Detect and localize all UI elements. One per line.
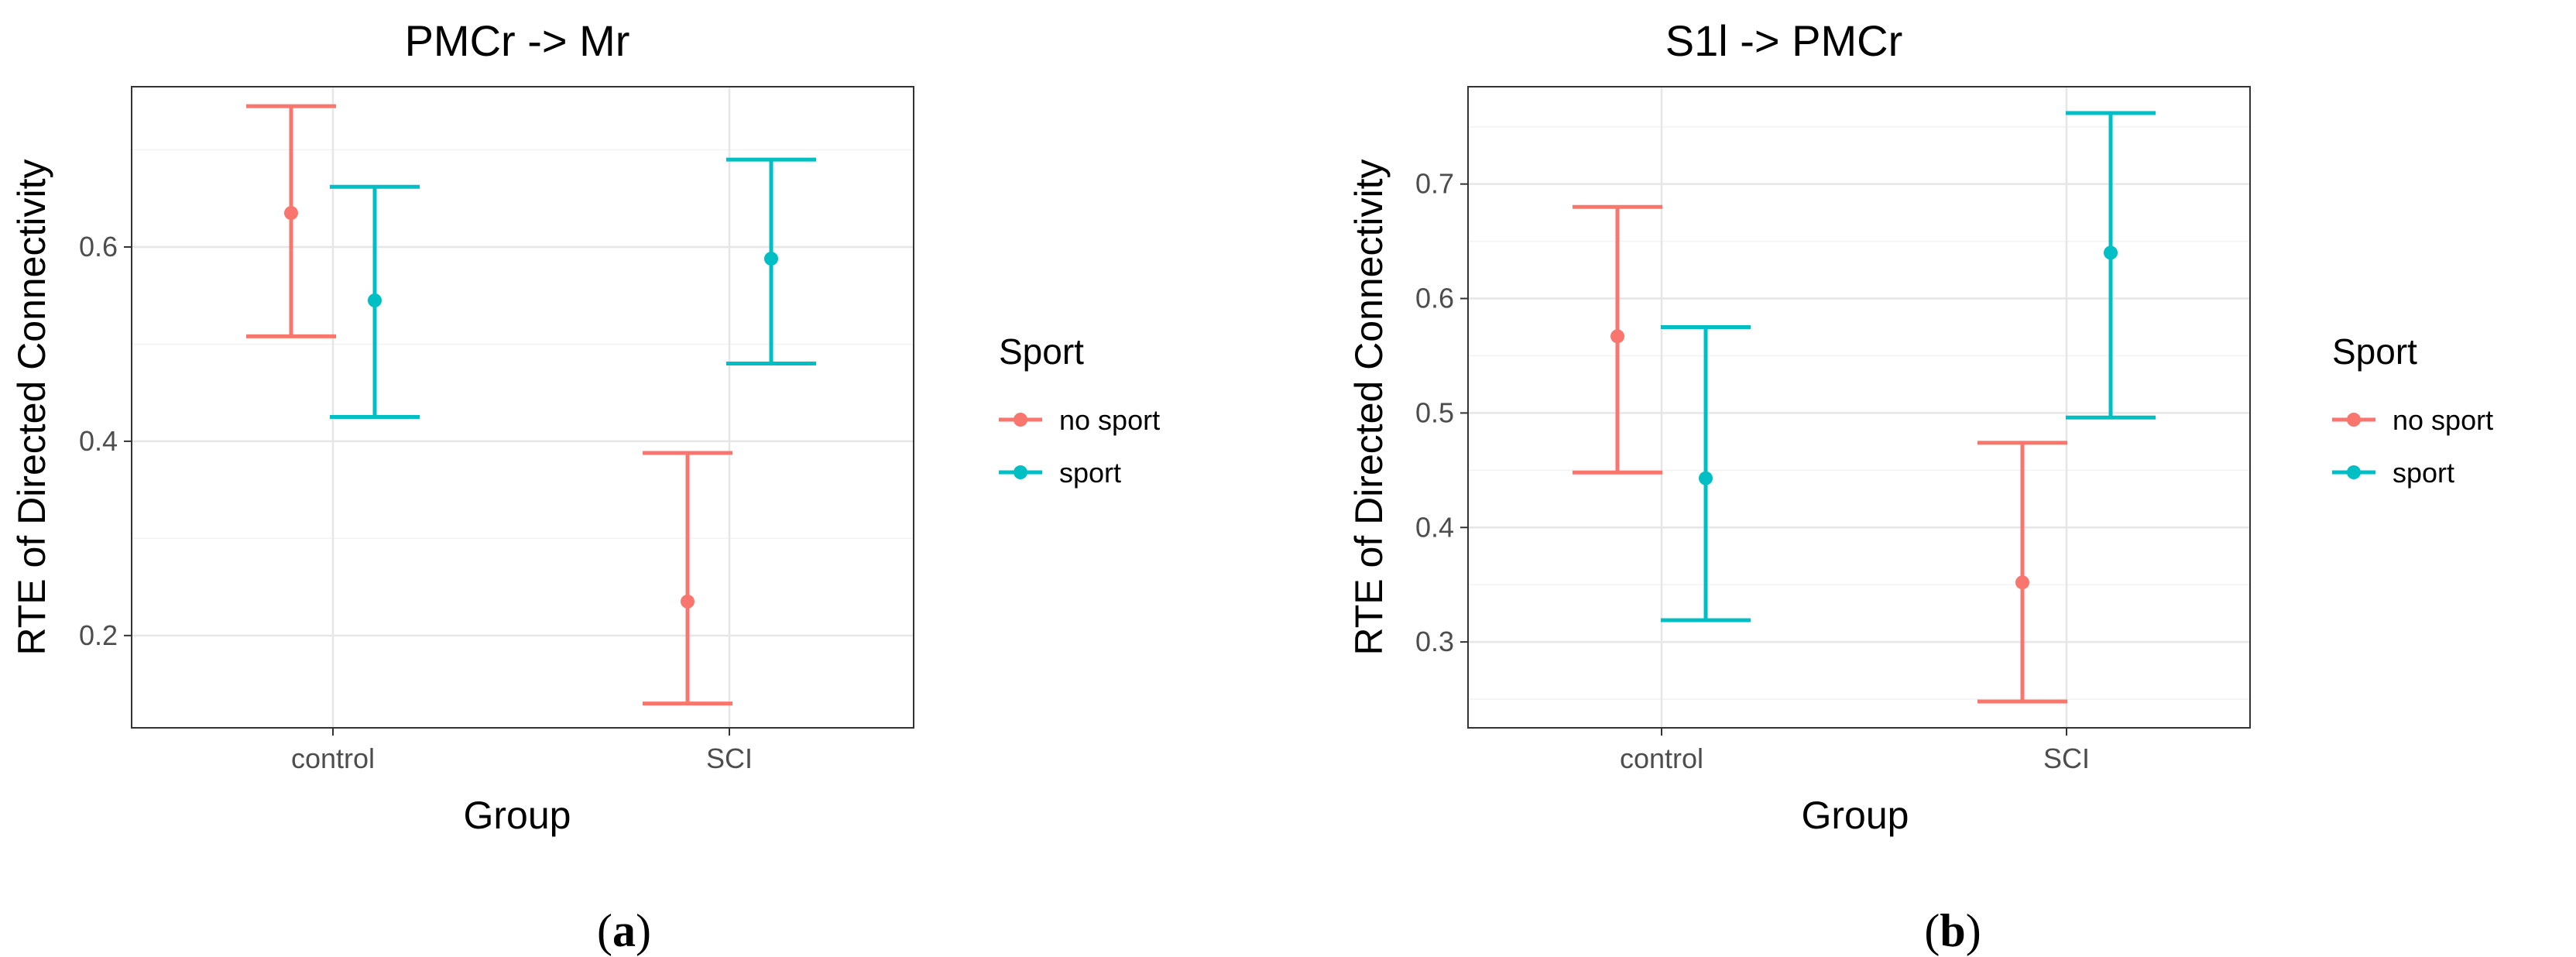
panel-b-caption-close: ) bbox=[1966, 905, 1981, 956]
legend-label: no sport bbox=[2392, 404, 2493, 436]
mean-point bbox=[2104, 245, 2118, 260]
legend-key-point bbox=[1014, 413, 1027, 427]
panel-b-x-axis-title: Group bbox=[1802, 794, 1909, 837]
mean-point bbox=[1610, 329, 1624, 344]
panel-a-caption-close: ) bbox=[636, 905, 651, 956]
panel-a-caption-letter: a bbox=[612, 905, 636, 956]
x-tick-label: SCI bbox=[2043, 743, 2090, 774]
errorbar-sport-control bbox=[330, 184, 420, 420]
y-tick-label: 0.5 bbox=[1415, 396, 1454, 428]
panel-b-y-ticks: 0.3 0.4 0.5 0.6 0.7 bbox=[1415, 168, 1468, 657]
errorbar-sport-control bbox=[1661, 325, 1751, 623]
panel-a-title: PMCr -> Mr bbox=[405, 16, 630, 65]
panel-b-caption-letter: b bbox=[1940, 905, 1965, 956]
legend-key-point bbox=[1014, 465, 1027, 479]
panel-a: PMCr -> Mr 0.2 0.4 0.6 control SCI Group RT… bbox=[10, 16, 1160, 956]
x-tick-label: SCI bbox=[706, 743, 753, 774]
legend-label: sport bbox=[1059, 457, 1121, 489]
errorbar-no-sport-SCI bbox=[1977, 441, 2067, 704]
y-tick-label: 0.4 bbox=[79, 425, 118, 457]
panel-b-legend-title: Sport bbox=[2332, 331, 2417, 372]
panel-a-caption: (a) bbox=[597, 905, 651, 956]
legend-item-sport: sport bbox=[999, 457, 1121, 489]
y-tick-label: 0.6 bbox=[79, 231, 118, 262]
mean-point bbox=[368, 293, 382, 307]
panel-a-y-ticks: 0.2 0.4 0.6 bbox=[79, 231, 132, 651]
panel-a-caption-open: ( bbox=[597, 905, 612, 956]
legend-item-no-sport: no sport bbox=[999, 404, 1160, 436]
panel-b-legend: Sport no sport sport bbox=[2332, 331, 2493, 489]
legend-label: no sport bbox=[1059, 404, 1160, 436]
panel-a-plot-border bbox=[131, 86, 914, 729]
y-tick-label: 0.4 bbox=[1415, 511, 1454, 543]
y-tick-label: 0.7 bbox=[1415, 168, 1454, 200]
panel-b-y-axis-title: RTE of Directed Connectivity bbox=[1347, 160, 1391, 656]
legend-item-sport: sport bbox=[2332, 457, 2454, 489]
panel-b-plot-background bbox=[1468, 87, 2250, 728]
errorbar-no-sport-control bbox=[1573, 204, 1662, 475]
panel-a-y-axis-title: RTE of Directed Connectivity bbox=[10, 160, 53, 656]
panel-a-plot-background bbox=[132, 87, 914, 728]
panel-b-caption: (b) bbox=[1924, 905, 1981, 956]
panel-b-error-bars bbox=[1573, 111, 2156, 704]
mean-point bbox=[284, 206, 298, 221]
panel-a-x-ticks: control SCI bbox=[291, 728, 753, 774]
panel-b-x-ticks: control SCI bbox=[1620, 728, 2090, 774]
mean-point bbox=[681, 594, 695, 609]
panel-b-legend-items: no sport sport bbox=[2332, 404, 2493, 489]
y-tick-label: 0.3 bbox=[1415, 626, 1454, 657]
legend-key-point bbox=[2347, 465, 2361, 479]
errorbar-sport-SCI bbox=[726, 157, 816, 366]
y-tick-label: 0.2 bbox=[79, 619, 118, 651]
panel-a-grid bbox=[132, 87, 914, 728]
x-tick-label: control bbox=[291, 743, 375, 774]
legend-item-no-sport: no sport bbox=[2332, 404, 2493, 436]
mean-point bbox=[1699, 471, 1713, 485]
legend-label: sport bbox=[2392, 457, 2454, 489]
panel-b-plot-border bbox=[1467, 86, 2251, 729]
panel-a-legend-title: Sport bbox=[999, 331, 1084, 372]
panel-a-legend: Sport no sport sport bbox=[999, 331, 1160, 489]
errorbar-sport-SCI bbox=[2066, 111, 2156, 420]
mean-point bbox=[764, 252, 778, 266]
panel-b-caption-open: ( bbox=[1924, 905, 1940, 956]
y-tick-label: 0.6 bbox=[1415, 283, 1454, 314]
panel-a-legend-items: no sport sport bbox=[999, 404, 1160, 489]
mean-point bbox=[2015, 575, 2029, 590]
panel-a-x-axis-title: Group bbox=[464, 794, 571, 837]
x-tick-label: control bbox=[1620, 743, 1703, 774]
errorbar-no-sport-SCI bbox=[643, 451, 732, 706]
legend-key-point bbox=[2347, 413, 2361, 427]
panel-b-title: S1l -> PMCr bbox=[1665, 16, 1903, 65]
errorbar-no-sport-control bbox=[246, 104, 336, 338]
panel-a-error-bars bbox=[246, 104, 816, 706]
panel-b: S1l -> PMCr 0.3 0.4 0.5 0.6 0.7 control SCI G… bbox=[1347, 16, 2493, 956]
